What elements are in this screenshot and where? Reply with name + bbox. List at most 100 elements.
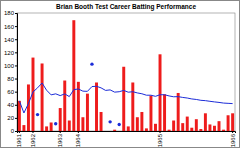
tick-label: 100 xyxy=(4,63,15,69)
bar xyxy=(50,122,53,131)
axis-line xyxy=(18,132,236,134)
bar xyxy=(63,81,66,131)
tick-label: 140 xyxy=(4,37,15,43)
marker xyxy=(118,123,121,126)
tick-mark xyxy=(15,118,17,119)
tick-label: 1965 xyxy=(157,133,163,147)
bar xyxy=(68,121,71,131)
tick: 180 xyxy=(4,10,17,16)
tick: 40 xyxy=(7,102,17,108)
tick: 140 xyxy=(4,37,17,43)
tick-mark xyxy=(15,26,17,27)
bar xyxy=(140,112,143,131)
plot-area xyxy=(18,20,234,131)
bar xyxy=(218,121,221,131)
bar xyxy=(154,124,157,131)
bar xyxy=(127,126,130,131)
series xyxy=(19,83,232,113)
bar xyxy=(18,101,21,131)
x-axis: 1961 1962 1963 1964 1965 1966 xyxy=(16,131,235,147)
bar xyxy=(168,130,171,131)
series xyxy=(18,20,234,131)
bar xyxy=(100,112,103,131)
bar xyxy=(22,125,25,131)
bar xyxy=(72,20,75,131)
tick: 1964 xyxy=(75,131,81,147)
bar xyxy=(208,124,211,131)
tick: 1965 xyxy=(157,131,163,147)
marker xyxy=(108,120,111,123)
tick-label: 1963 xyxy=(57,133,63,147)
tick-mark xyxy=(78,131,79,133)
tick-mark xyxy=(232,131,233,133)
tick-mark xyxy=(15,52,17,53)
marker xyxy=(36,113,39,116)
bar xyxy=(86,94,89,131)
tick-mark xyxy=(15,92,17,93)
tick-mark xyxy=(15,39,17,40)
bar xyxy=(95,82,98,131)
tick-label: 180 xyxy=(4,10,15,16)
tick: 160 xyxy=(4,24,17,30)
bar xyxy=(177,93,180,131)
plot-frame xyxy=(17,13,235,131)
bar xyxy=(131,82,134,131)
bar xyxy=(136,117,139,131)
bar xyxy=(213,126,216,131)
tick-mark xyxy=(19,131,20,133)
tick: 80 xyxy=(7,76,17,82)
bar xyxy=(41,63,44,131)
tick: 0 xyxy=(11,128,17,134)
tick-mark xyxy=(15,105,17,106)
bar xyxy=(222,130,225,131)
bar xyxy=(195,119,198,131)
chart: 0 20 40 60 80 100 120 140 160 180 1961 1962 1963 1964… xyxy=(0,0,240,148)
marker xyxy=(90,62,93,65)
bar xyxy=(59,108,62,131)
tick: 1963 xyxy=(57,131,63,147)
tick: 1962 xyxy=(30,131,36,147)
bar xyxy=(145,128,148,131)
bar xyxy=(227,115,230,131)
tick-label: 60 xyxy=(7,89,14,95)
tick-mark xyxy=(160,131,161,133)
bar xyxy=(163,94,166,131)
tick-mark xyxy=(15,131,17,132)
tick-label: 120 xyxy=(4,50,15,56)
tick-label: 1966 xyxy=(230,133,236,147)
y-axis: 0 20 40 60 80 100 120 140 160 180 xyxy=(4,10,18,134)
tick-mark xyxy=(32,131,33,133)
bar xyxy=(104,131,107,132)
tick-mark xyxy=(15,65,17,66)
tick-label: 20 xyxy=(7,115,14,121)
tick: 1961 xyxy=(16,131,22,147)
tick-label: 160 xyxy=(4,24,15,30)
tick: 1966 xyxy=(230,131,236,147)
bar xyxy=(81,117,84,131)
bar xyxy=(186,117,189,131)
title: Brian Booth Test Career Batting Performa… xyxy=(56,3,196,11)
tick-mark xyxy=(15,13,17,14)
tick-mark xyxy=(60,131,61,133)
bar xyxy=(199,129,202,131)
tick: 60 xyxy=(7,89,17,95)
tick: 120 xyxy=(4,50,17,56)
bar xyxy=(172,121,175,131)
bar xyxy=(204,113,207,131)
background xyxy=(1,1,240,148)
tick-label: 1964 xyxy=(75,133,81,147)
bar xyxy=(190,128,193,131)
tick-label: 40 xyxy=(7,102,14,108)
tick-mark xyxy=(15,79,17,80)
bar xyxy=(231,113,234,131)
bar xyxy=(113,130,116,131)
bar xyxy=(27,84,30,131)
tick: 20 xyxy=(7,115,17,121)
bar xyxy=(149,96,152,131)
bar xyxy=(122,67,125,131)
line xyxy=(19,83,232,113)
tick-label: 80 xyxy=(7,76,14,82)
series xyxy=(36,62,121,126)
bar xyxy=(181,123,184,131)
axis-line xyxy=(15,14,18,132)
